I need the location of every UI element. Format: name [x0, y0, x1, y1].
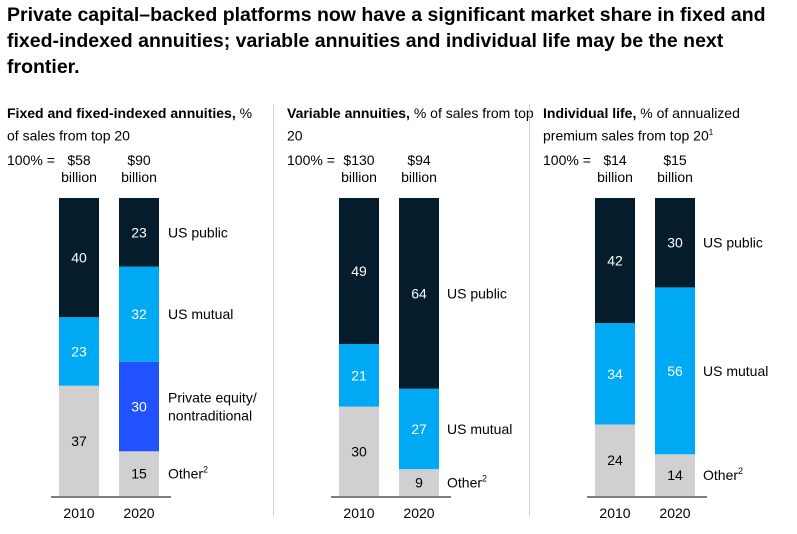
- series-label-us-public: US public: [703, 235, 763, 251]
- panel-title-bold: Variable annuities,: [287, 105, 410, 121]
- bar-value-label: 14: [667, 467, 683, 483]
- bar-total-label: billion: [597, 169, 633, 185]
- bar-value-label: 34: [607, 366, 623, 382]
- bar-segment-us-public: [655, 198, 695, 288]
- stacked-bar-chart: 100% = $130billion3021492010$94billion927…: [287, 152, 512, 521]
- series-label-us-public: US public: [447, 285, 507, 301]
- headline: Private capital–backed platforms now hav…: [7, 4, 766, 78]
- panel-title-rest: % of annualized premium sales from top 2…: [543, 105, 740, 144]
- panel-title: Individual life, % of annualized premium…: [543, 104, 793, 146]
- bar-total-label: billion: [121, 169, 157, 185]
- total-prefix-label: 100% =: [543, 152, 591, 168]
- panel-title-rest: % of sales from top 20: [287, 105, 534, 144]
- panel-divider: [529, 104, 530, 516]
- bar-total-label: $58: [67, 152, 91, 168]
- bar-value-label: 15: [131, 466, 147, 482]
- series-label-other: Other2: [168, 465, 208, 482]
- bar-value-label: 24: [607, 452, 623, 468]
- panel-title-rest: % of sales from top 20: [7, 105, 253, 144]
- bar-value-label: 30: [131, 399, 147, 415]
- stacked-bar-chart: 100% = $14billion2434422010$15billion1456…: [543, 152, 768, 521]
- category-label: 2010: [343, 505, 374, 521]
- series-label-private-equity-nontraditional: Private equity/nontraditional: [168, 390, 257, 424]
- bar-segment-us-public: [119, 198, 159, 267]
- bar-segment-other: [399, 469, 439, 496]
- bar-segment-us-public: [399, 198, 439, 389]
- bar-segment-us-mutual: [655, 287, 695, 455]
- category-label: 2020: [403, 505, 434, 521]
- bar-total-label: billion: [61, 169, 97, 185]
- bar-value-label: 30: [351, 443, 367, 459]
- bar-value-label: 32: [131, 306, 147, 322]
- bar-segment-other: [339, 406, 379, 496]
- category-label: 2010: [599, 505, 630, 521]
- series-label-us-mutual: US mutual: [703, 363, 768, 379]
- bar-value-label: 37: [71, 433, 87, 449]
- category-label: 2020: [659, 505, 690, 521]
- series-label-other: Other2: [447, 474, 487, 491]
- panel-title-footnote: 1: [708, 128, 714, 137]
- bar-total-label: $90: [127, 152, 151, 168]
- bar-segment-other: [119, 451, 159, 496]
- stacked-bar-chart: 100% = $58billion3723402010$90billion1530…: [7, 152, 257, 521]
- bar-value-label: 30: [667, 235, 683, 251]
- bar-segment-us-mutual: [399, 388, 439, 470]
- bar-value-label: 23: [131, 224, 147, 240]
- bar-value-label: 40: [71, 250, 87, 266]
- total-prefix-label: 100% =: [7, 152, 55, 168]
- bar-value-label: 64: [411, 285, 427, 301]
- total-prefix-label: 100% =: [287, 152, 335, 168]
- bar-segment-us-public: [339, 198, 379, 345]
- panel-title-bold: Fixed and fixed-indexed annuities,: [7, 105, 236, 121]
- bar-segment-private-equity-nontraditional: [119, 361, 159, 452]
- bar-segment-us-mutual: [59, 317, 99, 386]
- chart-panel-individual-life: Individual life, % of annualized premium…: [543, 104, 793, 534]
- panel-divider: [273, 104, 274, 516]
- bar-segment-us-mutual: [119, 266, 159, 362]
- bar-total-label: billion: [341, 169, 377, 185]
- chart-panel-fixed-annuities: Fixed and fixed-indexed annuities, % of …: [7, 104, 269, 534]
- bar-segment-us-public: [595, 198, 635, 324]
- bar-segment-other: [595, 424, 635, 496]
- bar-value-label: 23: [71, 343, 87, 359]
- bar-value-label: 56: [667, 363, 683, 379]
- chart-panel-variable-annuities: Variable annuities, % of sales from top …: [287, 104, 534, 534]
- bar-value-label: 27: [411, 421, 427, 437]
- series-label-us-mutual: US mutual: [447, 421, 512, 437]
- bar-total-label: billion: [657, 169, 693, 185]
- bar-segment-other: [59, 385, 99, 496]
- category-label: 2010: [63, 505, 94, 521]
- series-label-us-mutual: US mutual: [168, 306, 233, 322]
- bar-value-label: 9: [415, 475, 423, 491]
- series-label-other: Other2: [703, 466, 743, 483]
- category-label: 2020: [123, 505, 154, 521]
- bar-segment-us-public: [59, 198, 99, 318]
- panel-title-bold: Individual life,: [543, 105, 637, 121]
- bar-value-label: 21: [351, 367, 367, 383]
- bar-segment-us-mutual: [339, 344, 379, 407]
- bar-value-label: 42: [607, 253, 623, 269]
- panel-title: Fixed and fixed-indexed annuities, % of …: [7, 104, 257, 146]
- bar-total-label: $15: [663, 152, 687, 168]
- bar-total-label: billion: [401, 169, 437, 185]
- panel-title: Variable annuities, % of sales from top …: [287, 104, 537, 146]
- bar-total-label: $14: [603, 152, 627, 168]
- bar-segment-us-mutual: [595, 323, 635, 425]
- bar-total-label: $130: [343, 152, 374, 168]
- bar-value-label: 49: [351, 263, 367, 279]
- bar-segment-other: [655, 454, 695, 496]
- series-label-us-public: US public: [168, 224, 228, 240]
- bar-total-label: $94: [407, 152, 431, 168]
